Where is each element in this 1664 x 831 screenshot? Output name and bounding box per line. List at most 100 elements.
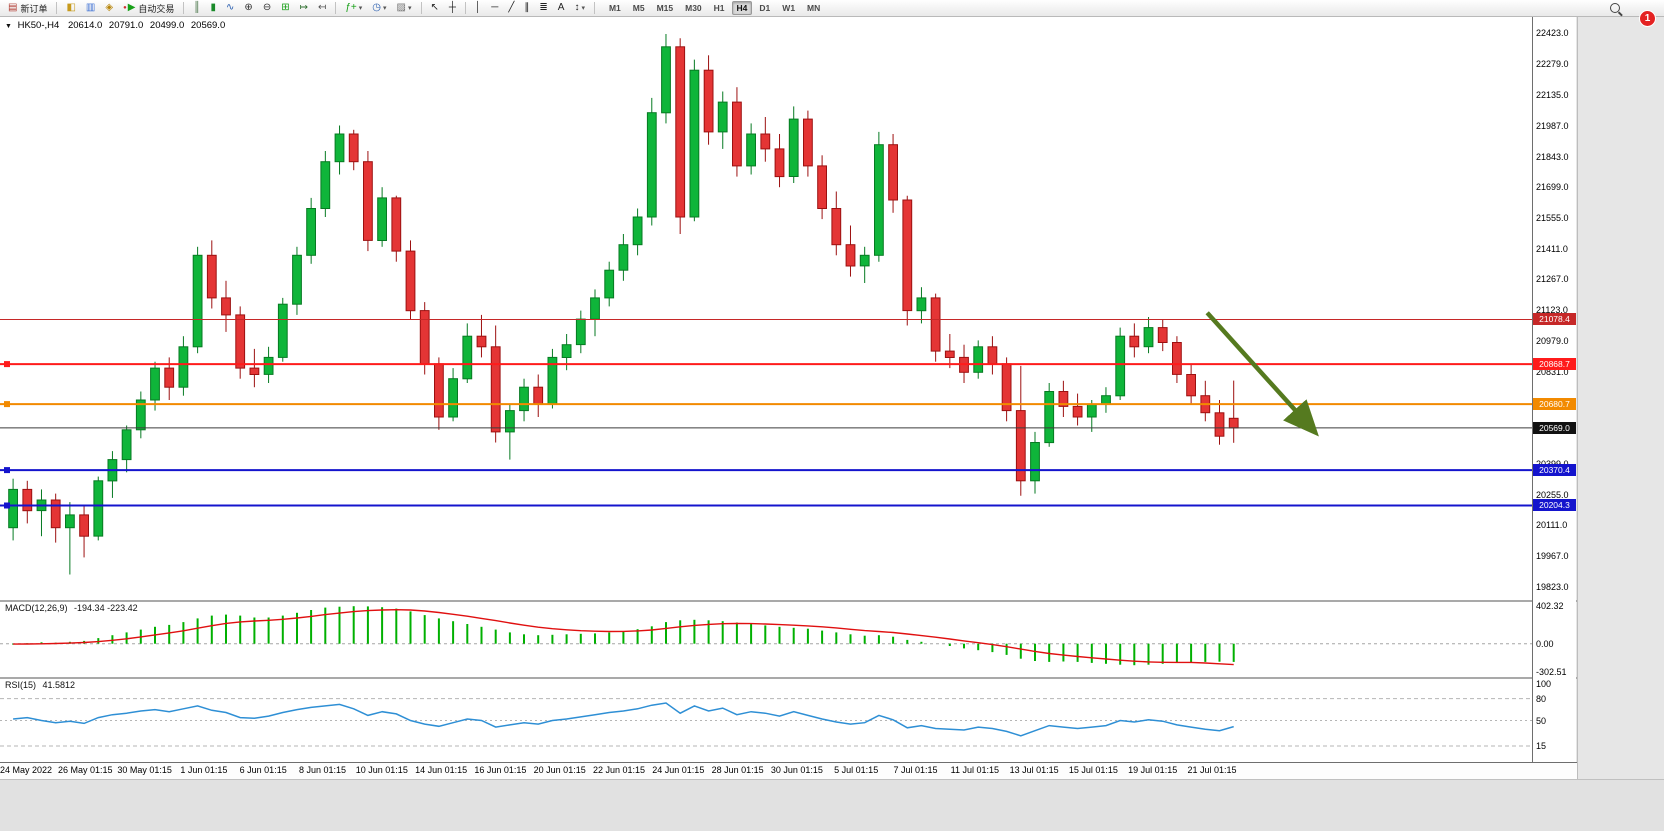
price-level-badge[interactable]: 20680.7 xyxy=(1533,398,1576,411)
crosshair-button[interactable]: ┼ xyxy=(445,0,460,17)
bar-chart-button[interactable]: ║ xyxy=(189,0,204,17)
new-order-icon: ▤ xyxy=(8,2,18,13)
timeframe-m30-button[interactable]: M30 xyxy=(685,3,702,13)
price-level-badge[interactable]: 20370.4 xyxy=(1533,464,1576,477)
market-watch-button[interactable]: ◧ xyxy=(62,0,79,17)
cursor-button[interactable]: ↖ xyxy=(427,0,443,17)
toolbar-separator xyxy=(56,2,58,14)
time-axis-label: 24 Jun 01:15 xyxy=(652,765,705,775)
templates-dropdown-icon[interactable]: ▾ xyxy=(408,5,412,12)
price-scale[interactable]: 22423.0 22279.0 22135.0 21987.0 21843.0 21699… xyxy=(1532,17,1576,762)
trendline-button[interactable]: ╱ xyxy=(504,0,518,17)
ohlc-open: 20614.0 xyxy=(67,20,103,31)
text-icon: A xyxy=(557,2,565,13)
right-panel-area xyxy=(1577,17,1664,779)
rsi-panel[interactable]: RSI(15) 41.5812 xyxy=(0,679,1532,762)
rsi-canvas[interactable] xyxy=(0,679,1532,762)
timeframe-h4-button[interactable]: H4 xyxy=(731,1,753,15)
autotrading-button[interactable]: ● ▶ 自动交易 xyxy=(119,0,178,17)
timeframe-m15-button[interactable]: M15 xyxy=(656,3,674,13)
price-level-badge[interactable]: 20868.7 xyxy=(1533,358,1576,371)
periods-dropdown-icon[interactable]: ▾ xyxy=(383,5,387,12)
fibonacci-button[interactable]: ≣ xyxy=(535,0,551,17)
timeframe-m1-button[interactable]: M1 xyxy=(608,3,621,13)
navigator-button[interactable]: ◈ xyxy=(101,0,117,17)
time-axis-label: 1 Jun 01:15 xyxy=(180,765,228,775)
vertical-line-button[interactable]: │ xyxy=(471,0,485,17)
auto-scroll-button[interactable]: ↦ xyxy=(296,0,312,17)
price-level-badge[interactable]: 20204.3 xyxy=(1533,499,1576,512)
price-tick-label: 20831.0 xyxy=(1536,367,1569,378)
time-axis-label: 15 Jul 01:15 xyxy=(1068,765,1118,775)
new-order-button[interactable]: ▤ 新订单 xyxy=(4,0,51,17)
timeframe-w1-button[interactable]: W1 xyxy=(782,3,796,13)
time-axis-label: 22 Jun 01:15 xyxy=(592,765,646,775)
toolbar-separator xyxy=(183,2,185,14)
indicators-dropdown-icon[interactable]: ▾ xyxy=(358,5,363,12)
search-button[interactable] xyxy=(1606,0,1624,17)
periods-button[interactable]: ◷ ▾ xyxy=(368,0,390,17)
toolbar-separator xyxy=(420,2,422,14)
time-axis-label: 7 Jul 01:15 xyxy=(893,765,938,775)
price-tick-label: 22135.0 xyxy=(1536,89,1569,100)
zoom-in-button[interactable]: ⊕ xyxy=(240,0,256,17)
candlestick-chart-icon: ▮ xyxy=(210,2,217,13)
time-axis-label: 26 May 01:15 xyxy=(58,765,113,775)
price-tick-label: 19823.0 xyxy=(1536,581,1569,592)
autotrading-label: 自动交易 xyxy=(138,3,175,14)
tile-windows-button[interactable]: ⊞ xyxy=(277,0,293,17)
navigator-icon: ◈ xyxy=(105,2,114,13)
price-tick-label: 20979.0 xyxy=(1536,335,1569,346)
time-axis-label: 20 Jun 01:15 xyxy=(533,765,586,775)
price-level-badge[interactable]: 21078.4 xyxy=(1533,313,1576,326)
rsi-tick-label: 80 xyxy=(1536,693,1547,704)
rsi-tick-label: 100 xyxy=(1536,679,1552,689)
timeframe-mn-button[interactable]: MN xyxy=(807,3,821,13)
trendline-icon: ╱ xyxy=(508,2,515,13)
one-click-trading-toggle[interactable]: ▼ xyxy=(5,23,12,30)
ohlc-low: 20499.0 xyxy=(149,20,185,31)
macd-tick-label: -302.51 xyxy=(1536,667,1567,677)
channel-button[interactable]: ∥ xyxy=(520,0,533,17)
chart-shift-button[interactable]: ↤ xyxy=(314,0,330,17)
horizontal-line-icon: ─ xyxy=(491,2,499,13)
price-chart[interactable]: ▼ HK50-,H4 20614.0 20791.0 20499.0 20569… xyxy=(0,17,1532,600)
timeframe-h1-button[interactable]: H1 xyxy=(713,3,725,13)
macd-label: MACD(12,26,9) -194.34 -223.42 xyxy=(5,603,138,613)
rsi-tick-label: 15 xyxy=(1536,741,1547,752)
horizontal-line-button[interactable]: ─ xyxy=(487,0,502,17)
bottom-strip xyxy=(0,779,1664,831)
timeframe-d1-button[interactable]: D1 xyxy=(759,3,771,13)
templates-icon: ▨ xyxy=(396,2,406,13)
text-button[interactable]: A xyxy=(554,0,569,17)
timeframe-m5-button[interactable]: M5 xyxy=(632,3,645,13)
new-order-label: 新订单 xyxy=(20,3,48,14)
time-axis-label: 30 Jun 01:15 xyxy=(770,765,823,775)
auto-scroll-icon: ↦ xyxy=(299,2,308,13)
time-axis-label: 11 Jul 01:15 xyxy=(950,765,999,775)
zoom-out-button[interactable]: ⊖ xyxy=(259,0,275,17)
arrows-button[interactable]: ↕ ▾ xyxy=(570,0,589,17)
indicators-button[interactable]: ƒ+ ▾ xyxy=(341,0,366,17)
price-tick-label: 21411.0 xyxy=(1536,243,1568,254)
time-axis-label: 5 Jul 01:15 xyxy=(834,765,879,775)
candlestick-chart-button[interactable]: ▮ xyxy=(207,0,221,17)
templates-button[interactable]: ▨ ▾ xyxy=(393,0,416,17)
macd-canvas[interactable] xyxy=(0,602,1532,677)
ohlc-close: 20569.0 xyxy=(190,20,226,31)
autotrading-icon: ▶ xyxy=(127,2,136,13)
arrows-dropdown-icon[interactable]: ▾ xyxy=(581,5,585,12)
panel-splitter[interactable] xyxy=(0,600,1577,602)
data-window-button[interactable]: ▥ xyxy=(82,0,99,17)
time-axis[interactable]: 24 May 2022 26 May 01:15 30 May 01:15 1 Jun… xyxy=(0,762,1577,779)
indicators-icon: ƒ+ xyxy=(345,2,357,13)
panel-splitter[interactable] xyxy=(0,677,1577,679)
notification-badge[interactable]: 1 xyxy=(1639,10,1656,27)
price-tick-label: 22423.0 xyxy=(1536,28,1569,39)
price-level-badge[interactable]: 20569.0 xyxy=(1533,421,1576,434)
timeframe-toolbar: M1 M5 M15 M30 H1 H4 D1 W1 MN xyxy=(603,1,826,15)
line-chart-button[interactable]: ∿ xyxy=(222,0,238,17)
price-chart-canvas[interactable] xyxy=(0,17,1532,600)
macd-panel[interactable]: MACD(12,26,9) -194.34 -223.42 xyxy=(0,602,1532,677)
periods-icon: ◷ xyxy=(372,2,382,13)
